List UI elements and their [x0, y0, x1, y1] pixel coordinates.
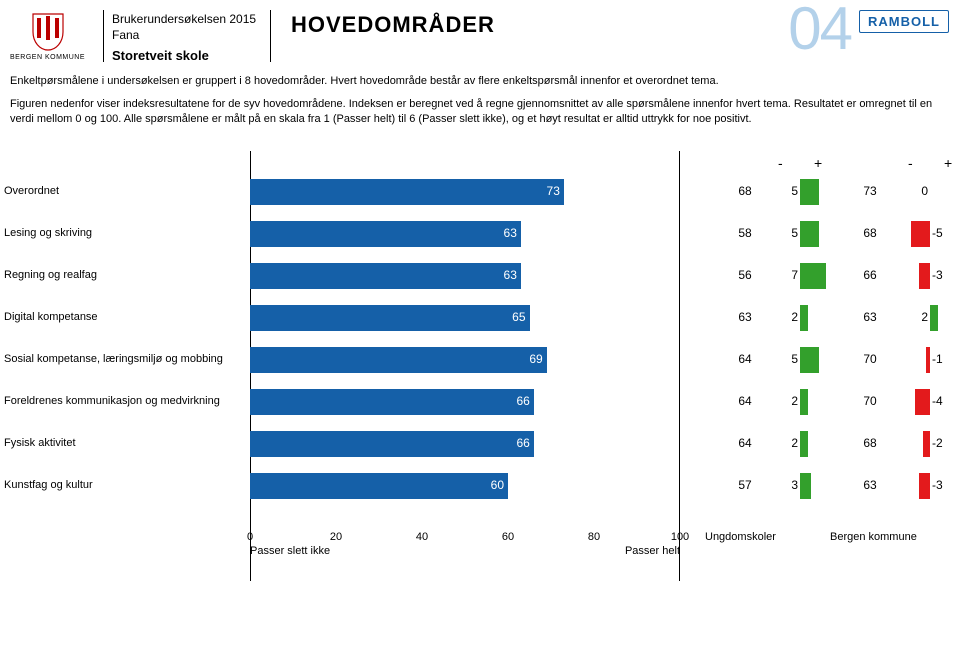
value-label: 66 [516, 436, 529, 450]
compare-value-2: 63 [855, 305, 885, 331]
divider [270, 10, 271, 62]
chart-row: Overordnet73685730 [0, 175, 959, 217]
diff-bar-1 [800, 263, 826, 289]
value-bar: 66 [250, 389, 534, 415]
x-axis: 020406080100Passer slett ikkePasser helt [250, 531, 680, 571]
description: Enkeltpørsmålene i undersøkelsen er grup… [0, 68, 959, 141]
x-tick: 0 [247, 531, 253, 543]
chart-row: Foreldrenes kommunikasjon og medvirkning… [0, 385, 959, 427]
district-name: Fana [112, 28, 262, 42]
chart-row: Kunstfag og kultur6057363-3 [0, 469, 959, 511]
compare-value-1: 64 [730, 389, 760, 415]
divider [103, 10, 104, 62]
value-bar: 65 [250, 305, 530, 331]
category-label: Kunstfag og kultur [4, 479, 244, 491]
category-label: Foreldrenes kommunikasjon og medvirkning [4, 395, 244, 407]
diff-bar-1 [800, 347, 819, 373]
diff-bar-2 [919, 473, 930, 499]
value-bar: 63 [250, 221, 521, 247]
value-label: 60 [491, 478, 504, 492]
col-header-sign: - [778, 155, 783, 171]
x-tick: 20 [330, 531, 342, 543]
title-block: Brukerundersøkelsen 2015 Fana Storetveit… [112, 10, 262, 63]
value-label: 65 [512, 310, 525, 324]
compare-value-1: 58 [730, 221, 760, 247]
ramboll-logo: RAMBOLL [859, 10, 949, 33]
value-bar: 69 [250, 347, 547, 373]
category-label: Lesing og skriving [4, 227, 244, 239]
shield-icon [31, 12, 65, 52]
compare-value-1: 64 [730, 431, 760, 457]
col-header-sign: + [944, 155, 952, 171]
diff-bar-2 [923, 431, 931, 457]
diff-bar-1 [800, 431, 808, 457]
x-label-right: Passer helt [625, 545, 680, 557]
chart-row: Sosial kompetanse, læringsmiljø og mobbi… [0, 343, 959, 385]
value-bar: 60 [250, 473, 508, 499]
compare-value-1: 68 [730, 179, 760, 205]
chart-row: Digital kompetanse65632632 [0, 301, 959, 343]
compare-value-1: 56 [730, 263, 760, 289]
x-tick: 60 [502, 531, 514, 543]
page-header: BERGEN KOMMUNE Brukerundersøkelsen 2015 … [0, 0, 959, 68]
compare-value-2: 68 [855, 221, 885, 247]
diff-bar-2 [926, 347, 930, 373]
value-bar: 66 [250, 431, 534, 457]
compare-value-2: 70 [855, 347, 885, 373]
diff-bar-1 [800, 221, 819, 247]
diff-bar-1 [800, 305, 808, 331]
value-label: 66 [516, 394, 529, 408]
legend-compare-2: Bergen kommune [830, 531, 940, 543]
category-label: Overordnet [4, 185, 244, 197]
compare-value-1: 64 [730, 347, 760, 373]
value-label: 63 [504, 226, 517, 240]
value-label: 63 [504, 268, 517, 282]
compare-value-2: 70 [855, 389, 885, 415]
bergen-logo-label: BERGEN KOMMUNE [0, 54, 95, 61]
page-title: HOVEDOMRÅDER [291, 10, 495, 38]
value-bar: 73 [250, 179, 564, 205]
compare-value-1: 63 [730, 305, 760, 331]
legend-compare-1: Ungdomskoler [705, 531, 815, 543]
value-label: 73 [547, 184, 560, 198]
chart-rows: Overordnet73685730Lesing og skriving6358… [0, 175, 959, 511]
chart-row: Lesing og skriving6358568-5 [0, 217, 959, 259]
category-label: Digital kompetanse [4, 311, 244, 323]
chart-row: Regning og realfag6356766-3 [0, 259, 959, 301]
school-name: Storetveit skole [112, 48, 262, 63]
survey-name: Brukerundersøkelsen 2015 [112, 12, 262, 26]
col-header-sign: + [814, 155, 822, 171]
category-label: Regning og realfag [4, 269, 244, 281]
compare-value-2: 73 [855, 179, 885, 205]
compare-value-2: 63 [855, 473, 885, 499]
chart-row: Fysisk aktivitet6664268-2 [0, 427, 959, 469]
x-tick: 80 [588, 531, 600, 543]
category-label: Fysisk aktivitet [4, 437, 244, 449]
diff-bar-1 [800, 473, 811, 499]
chart: -+-+ Overordnet73685730Lesing og skrivin… [0, 151, 959, 581]
diff-bar-2 [919, 263, 930, 289]
bergen-logo: BERGEN KOMMUNE [0, 10, 95, 61]
value-bar: 63 [250, 263, 521, 289]
diff-bar-1 [800, 389, 808, 415]
compare-value-2: 68 [855, 431, 885, 457]
diff-bar-2 [915, 389, 930, 415]
compare-value-1: 57 [730, 473, 760, 499]
diff-bar-2 [930, 305, 938, 331]
diff-bar-2 [911, 221, 930, 247]
category-label: Sosial kompetanse, læringsmiljø og mobbi… [4, 353, 244, 365]
x-label-left: Passer slett ikke [250, 545, 330, 557]
compare-value-2: 66 [855, 263, 885, 289]
col-header-sign: - [908, 155, 913, 171]
diff-bar-1 [800, 179, 819, 205]
description-p2: Figuren nedenfor viser indeksresultatene… [10, 97, 949, 127]
x-tick: 100 [671, 531, 689, 543]
value-label: 69 [529, 352, 542, 366]
x-tick: 40 [416, 531, 428, 543]
page-number: 04 [788, 0, 851, 63]
description-p1: Enkeltpørsmålene i undersøkelsen er grup… [10, 74, 949, 89]
